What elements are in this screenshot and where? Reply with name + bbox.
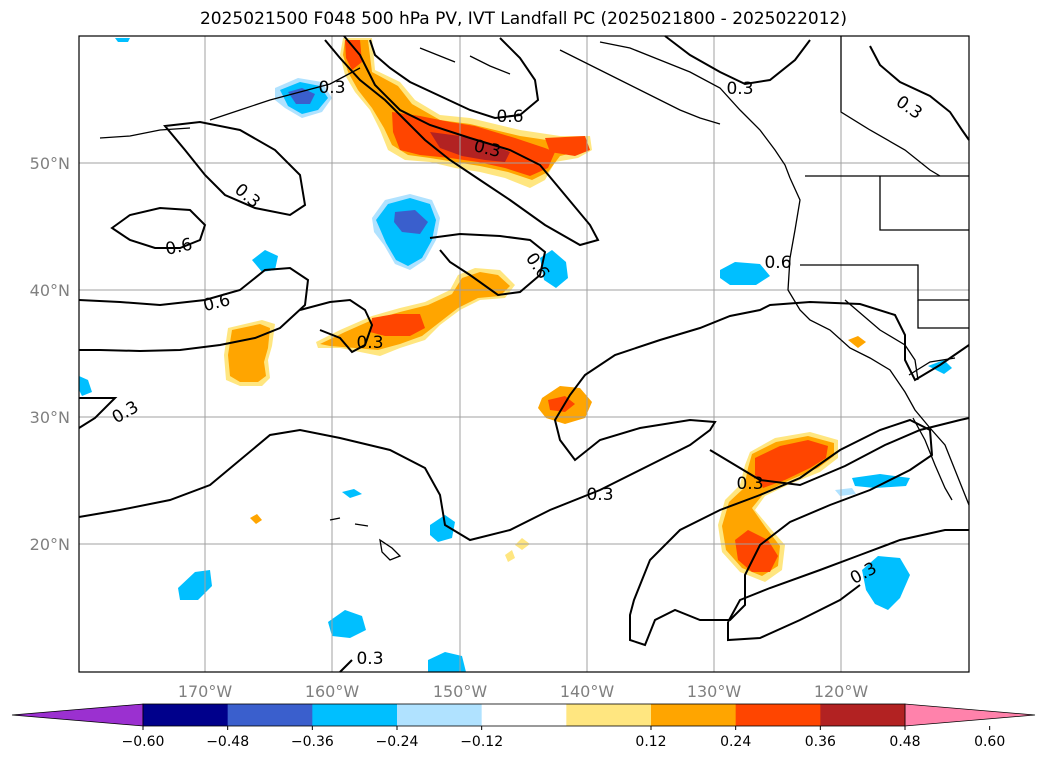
shade-small-neg-4 [79,376,92,396]
colorbar-segment [820,704,906,726]
lon-label: 170°W [178,682,233,701]
shade-small-neg-7 [430,515,455,542]
shade-east-pacific-strong [755,440,828,488]
shade-small-neg-14 [928,360,952,374]
shade-small-neg-9 [328,610,366,638]
contour-label: 0.3 [318,78,345,98]
shade-aleutian-strong [288,88,315,104]
colorbar-tick-label: −0.36 [291,734,334,750]
shade-gulf-alaska-top [345,40,362,70]
lon-label: 130°W [687,682,742,701]
colorbar-tick-label: −0.24 [376,734,419,750]
colorbar: −0.60 −0.48 −0.36 −0.24 −0.12 0.12 0.24 0.36 0.4… [11,703,1036,750]
shade-small-neg-6 [342,489,362,498]
contour-label: 0.6 [764,253,791,273]
colorbar-segments [11,703,1036,727]
shade-small-neg-11 [835,488,856,496]
colorbar-tick-label: −0.12 [460,734,503,750]
shade-small-3 [505,550,515,562]
colorbar-segment [143,704,229,726]
contour-label: 0.3 [736,474,763,494]
lon-label: 150°W [433,682,488,701]
lat-label: 40°N [30,281,70,300]
shade-east-tail [545,136,590,156]
shade-west-blob-mid [228,324,270,382]
colorbar-tick-label: −0.60 [122,734,165,750]
colorbar-segment [397,704,483,726]
map-title: 2025021500 F048 500 hPa PV, IVT Landfall… [199,9,847,29]
lon-label: 140°W [560,682,615,701]
shade-gulf-alaska-max [430,132,510,162]
shade-small-1 [250,514,262,524]
lat-label: 50°N [30,154,70,173]
colorbar-ticks: −0.60 −0.48 −0.36 −0.24 −0.12 0.12 0.24 0.36 0.4… [122,726,1005,750]
colorbar-segment [566,704,652,726]
colorbar-segment [651,704,737,726]
negative-anomalies [79,38,952,672]
shade-small-neg-5 [115,38,130,42]
shade-small-neg-2 [540,250,568,288]
ivt-contours [78,35,970,673]
colorbar-segment [481,704,567,726]
shade-small-neg-10 [428,652,466,672]
colorbar-tick-label: 0.60 [974,734,1005,750]
colorbar-frame [142,703,906,727]
latitude-labels: 50°N 40°N 30°N 20°N [30,154,70,554]
shade-small-neg-8 [178,570,212,600]
contour-label: 0.3 [356,333,383,353]
lat-label: 30°N [30,408,70,427]
contour-label: 0.3 [586,485,613,505]
contour-label: 0.6 [496,107,523,127]
contour-label: 0.3 [726,79,753,99]
colorbar-tick-label: 0.12 [635,734,666,750]
longitude-labels: 170°W 160°W 150°W 140°W 130°W 120°W [178,682,869,701]
colorbar-extend-low [11,703,144,727]
shade-central-pacific-mid [320,272,510,350]
lat-label: 20°N [30,535,70,554]
lon-label: 160°W [305,682,360,701]
colorbar-segment [227,704,313,726]
contour-label: 0.3 [356,649,383,669]
colorbar-tick-label: 0.24 [720,734,751,750]
shade-small-neg-1 [252,250,278,272]
plot-frame [78,35,970,673]
coastlines [99,36,970,561]
lon-label: 120°W [814,682,869,701]
shade-small-neg-3 [720,262,770,285]
gridlines [79,36,969,672]
colorbar-segment [735,704,821,726]
shade-central-pacific-strong [370,314,425,336]
shade-small-4 [848,336,866,348]
colorbar-tick-label: 0.36 [805,734,836,750]
positive-anomalies [224,38,866,582]
colorbar-segment [312,704,398,726]
colorbar-tick-label: 0.48 [889,734,920,750]
shade-subtropic-blob-strong [548,396,575,412]
shade-small-neg-13 [862,556,910,610]
shade-north-central-strong [394,210,428,234]
colorbar-extend-high [904,703,1036,727]
colorbar-tick-label: −0.48 [206,734,249,750]
plot-area: 0.3 0.3 0.6 0.3 0.6 0.3 0.6 0.6 0.6 0.3 … [78,35,970,673]
